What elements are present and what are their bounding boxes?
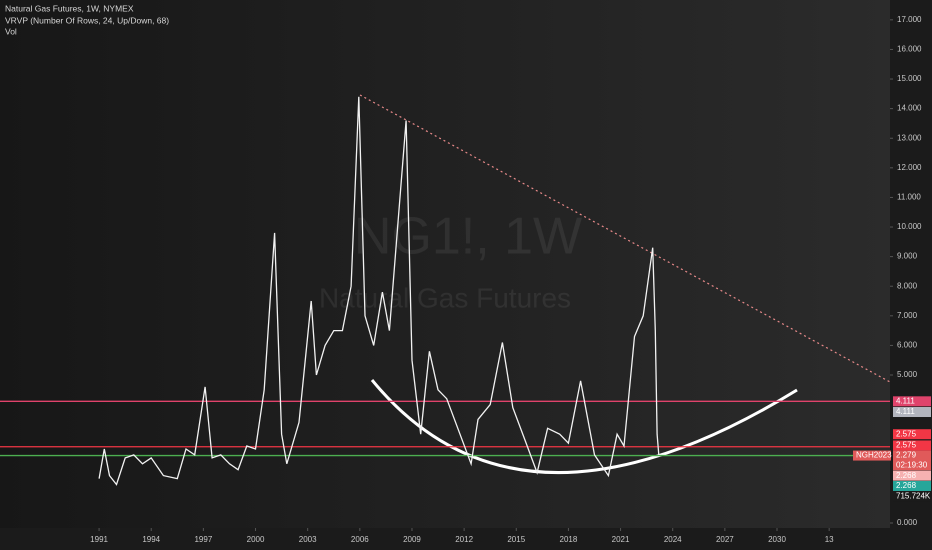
x-tick-label: 1997 bbox=[194, 535, 212, 544]
y-tick-label: 17.000 bbox=[897, 15, 922, 24]
y-tick-label: 13.000 bbox=[897, 133, 922, 142]
chart-title: Natural Gas Futures, 1W, NYMEX bbox=[5, 3, 134, 13]
trend-line bbox=[359, 94, 891, 383]
price-tag bbox=[893, 440, 931, 451]
price-tag bbox=[893, 481, 931, 492]
price-tag-label: 02:19:30 bbox=[896, 460, 928, 469]
x-tick-label: 2012 bbox=[455, 535, 473, 544]
watermark-symbol: NG1!, 1W bbox=[354, 208, 582, 266]
price-tag bbox=[893, 429, 931, 440]
cup-arc bbox=[370, 379, 798, 475]
price-tag bbox=[893, 450, 931, 461]
y-tick-label: 16.000 bbox=[897, 45, 922, 54]
price-tag bbox=[893, 491, 931, 502]
price-tag bbox=[853, 450, 891, 461]
watermark-name: Natural Gas Futures bbox=[319, 282, 571, 313]
y-tick-label: 11.000 bbox=[897, 193, 921, 202]
x-tick-label: 2009 bbox=[403, 535, 421, 544]
y-tick-label: 5.000 bbox=[897, 370, 918, 379]
y-tick-label: 14.000 bbox=[897, 104, 922, 113]
y-tick-label: 0.000 bbox=[897, 518, 918, 527]
price-tag-label: 4.111 bbox=[896, 407, 915, 416]
x-tick-label: 2003 bbox=[299, 535, 317, 544]
x-tick-label: 2021 bbox=[612, 535, 630, 544]
x-tick-label: 2018 bbox=[560, 535, 578, 544]
x-tick-label: 2030 bbox=[768, 535, 786, 544]
price-tag-label: 2.575 bbox=[896, 441, 917, 450]
price-tag-label: NGH2023 bbox=[856, 451, 892, 460]
x-tick-label: 1991 bbox=[90, 535, 108, 544]
price-tag bbox=[893, 407, 931, 418]
indicator-vrvp: VRVP (Number Of Rows, 24, Up/Down, 68) bbox=[5, 15, 169, 25]
x-tick-label: 2006 bbox=[351, 535, 369, 544]
price-tag-label: 2.575 bbox=[896, 429, 917, 438]
x-tick-label: 13 bbox=[825, 535, 834, 544]
price-line bbox=[98, 96, 660, 486]
y-tick-label: 6.000 bbox=[897, 341, 918, 350]
price-tag-label: 2.268 bbox=[896, 471, 917, 480]
price-tag bbox=[893, 460, 931, 471]
indicator-vol: Vol bbox=[5, 26, 17, 36]
x-tick-label: 1994 bbox=[142, 535, 160, 544]
price-tag bbox=[893, 396, 931, 407]
price-tag-label: 2.268 bbox=[896, 481, 917, 490]
x-tick-label: 2000 bbox=[247, 535, 265, 544]
x-tick-label: 2027 bbox=[716, 535, 734, 544]
y-tick-label: 7.000 bbox=[897, 311, 918, 320]
x-tick-label: 2015 bbox=[507, 535, 525, 544]
y-tick-label: 15.000 bbox=[897, 74, 922, 83]
y-tick-label: 12.000 bbox=[897, 163, 922, 172]
time-axis bbox=[0, 528, 932, 550]
price-tag bbox=[893, 470, 931, 481]
y-tick-label: 10.000 bbox=[897, 222, 922, 231]
price-tag-label: 715.724K bbox=[896, 491, 931, 500]
y-tick-label: 9.000 bbox=[897, 252, 918, 261]
y-tick-label: 8.000 bbox=[897, 281, 918, 290]
price-tag-label: 2.279 bbox=[896, 451, 917, 460]
x-tick-label: 2024 bbox=[664, 535, 682, 544]
price-tag-label: 4.111 bbox=[896, 396, 915, 405]
